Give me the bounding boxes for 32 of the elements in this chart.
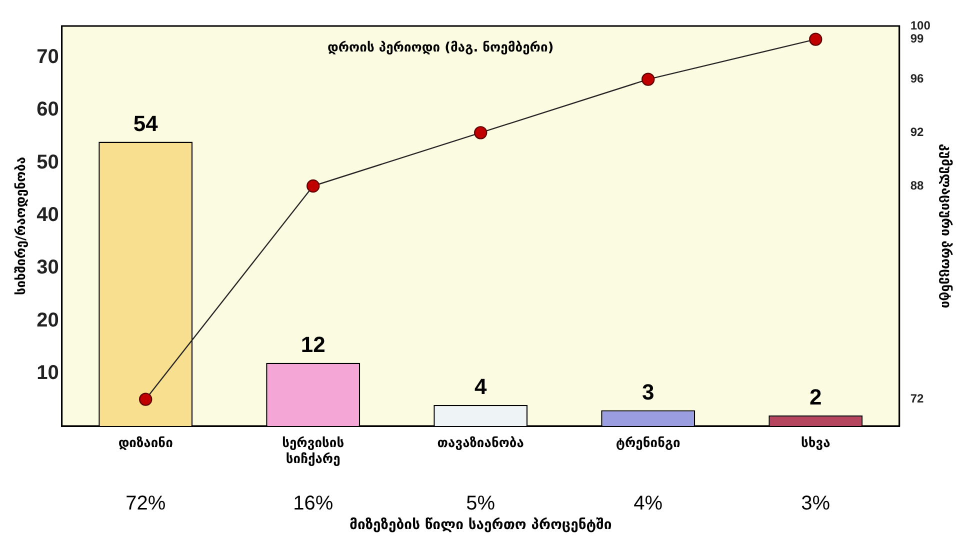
x-tick-label: სხვა — [800, 436, 830, 452]
y2-axis-title: კუმულაციური პროცენტი — [938, 144, 953, 308]
y2-tick-label: 100 — [910, 18, 931, 32]
text: დროის პერიოდი (მაგ. ნოემბერი) — [327, 40, 554, 56]
x-tick-label: სერვისის სიჩქარე — [282, 436, 344, 467]
y-tick-label: 10 — [36, 362, 59, 384]
y-axis-title: სიხშირე/რაოდენობა — [14, 156, 30, 296]
y2-tick-label: 96 — [910, 72, 924, 86]
data-label: 54 — [133, 110, 159, 136]
text: 4% — [634, 492, 663, 515]
text: 3% — [801, 492, 830, 515]
y-tick-label: 30 — [36, 256, 59, 279]
data-label: 4 — [474, 374, 488, 400]
y-tick-label: 20 — [36, 309, 59, 332]
y2-tick-label: 88 — [910, 178, 924, 192]
text: 72% — [126, 492, 166, 515]
y-tick-label: 40 — [36, 204, 59, 226]
y2-tick-label: 72 — [910, 392, 924, 406]
text: 16% — [293, 492, 334, 515]
data-label: 3 — [642, 379, 654, 404]
x-tick-label: თავაზიანობა — [437, 436, 524, 452]
text: 5% — [466, 492, 496, 515]
y-tick-label: 50 — [36, 151, 59, 174]
data-label: 12 — [300, 332, 326, 357]
x-tick-label: ტრენინგი — [616, 436, 680, 452]
y2-tick-label: 92 — [910, 124, 924, 139]
data-label: 2 — [810, 384, 822, 410]
y-tick-label: 60 — [36, 98, 59, 121]
x-tick-label: დიზაინი — [118, 436, 173, 452]
y2-tick-label: 99 — [910, 32, 924, 46]
x-axis-title: მიზეზების წილი საერთო პროცენტში — [349, 517, 612, 534]
y-tick-label: 70 — [36, 46, 59, 68]
